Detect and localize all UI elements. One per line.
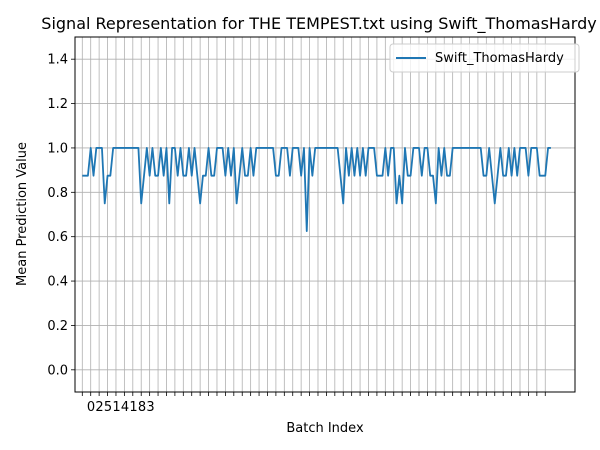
series-line (82, 147, 551, 233)
y-tick-label: 0.8 (47, 186, 68, 201)
x-axis-label: Batch Index (286, 421, 364, 436)
legend-label: Swift_ThomasHardy (435, 51, 564, 66)
y-tick-label: 0.2 (47, 319, 68, 334)
x-tick-label: 5 (104, 400, 112, 415)
series-layer (82, 147, 551, 233)
plot-frame (74, 36, 576, 393)
x-tick-label: 4 (121, 400, 129, 415)
y-tick-label: 1.0 (47, 141, 68, 156)
tick-marks: 0.00.20.40.60.81.01.21.40 2 5 1 4 1 8 3 (47, 53, 546, 415)
x-tick-label: 0 (87, 400, 95, 415)
chart-title: Signal Representation for THE TEMPEST.tx… (41, 14, 596, 34)
x-tick-label: 1 (129, 400, 137, 415)
y-tick-label: 0.0 (47, 363, 68, 378)
y-tick-label: 1.4 (47, 53, 68, 68)
x-tick-label: 3 (146, 400, 154, 415)
x-tick-label: 8 (138, 400, 146, 415)
legend-box (389, 43, 580, 73)
x-tick-label: 1 (112, 400, 120, 415)
y-axis-label: Mean Prediction Value (15, 142, 30, 286)
y-tick-label: 1.2 (47, 97, 68, 112)
y-tick-label: 0.4 (47, 275, 68, 290)
grid-lines (75, 37, 575, 392)
legend: Swift_ThomasHardy (389, 43, 580, 73)
axes-frame (74, 36, 576, 393)
y-tick-label: 0.6 (47, 230, 68, 245)
x-tick-label: 2 (95, 400, 103, 415)
